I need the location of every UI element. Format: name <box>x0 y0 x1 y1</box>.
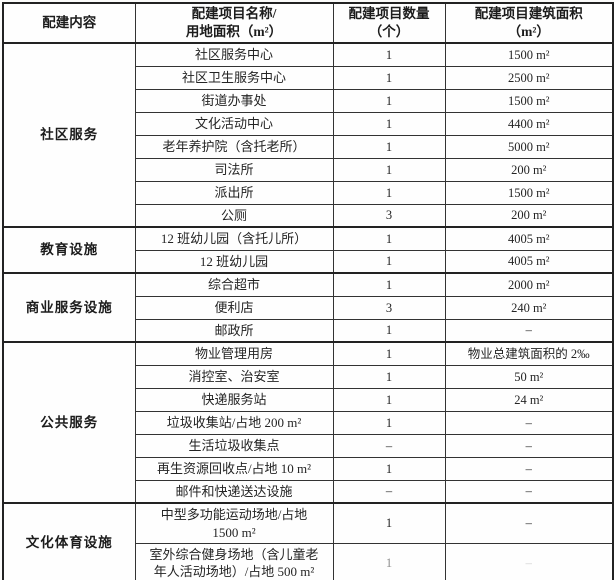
quantity-cell: – <box>332 479 446 504</box>
quantity-cell: 1 <box>332 226 446 251</box>
area-cell: 4005 m² <box>444 226 614 251</box>
quantity-cell: 3 <box>332 295 446 320</box>
area-cell: 物业总建筑面积的 2‰ <box>444 341 614 366</box>
area-cell: 5000 m² <box>444 134 614 159</box>
project-name-cell: 老年养护院（含托老所） <box>134 134 334 159</box>
project-name-cell: 公厕 <box>134 203 334 228</box>
quantity-cell: 3 <box>332 203 446 228</box>
group-label-cell: 社区服务 <box>2 42 136 228</box>
project-name-cell: 综合超市 <box>134 272 334 297</box>
table-row: 街道办事处 1 1500 m² <box>3 88 614 113</box>
area-cell: – <box>444 502 614 544</box>
quantity-cell: 1 <box>332 249 446 274</box>
area-cell: 200 m² <box>444 157 614 182</box>
area-cell: – <box>444 542 614 580</box>
header-row: 配建内容 配建项目名称/ 用地面积（m²） 配建项目数量 （个） 配建项目建筑面… <box>2 2 614 45</box>
project-name-cell: 派出所 <box>134 180 334 205</box>
area-cell: – <box>444 433 614 458</box>
quantity-cell: 1 <box>332 341 446 366</box>
quantity-cell: – <box>332 433 446 458</box>
area-cell: 2500 m² <box>444 65 614 90</box>
project-name-cell: 快递服务站 <box>134 387 334 412</box>
project-name-cell: 12 班幼儿园 <box>134 249 334 274</box>
table-row: 社区服务 社区服务中心 1 1500 m² <box>2 42 614 228</box>
project-name-cell: 中型多功能运动场地/占地 1500 m² <box>134 502 334 544</box>
project-name-cell: 生活垃圾收集点 <box>134 433 334 458</box>
project-name-cell: 12 班幼儿园（含托儿所） <box>134 226 334 251</box>
project-name-cell: 社区卫生服务中心 <box>134 65 334 90</box>
quantity-cell: 1 <box>332 318 446 343</box>
area-cell: 4400 m² <box>444 111 614 136</box>
table-row: 便利店 3 240 m² <box>3 295 614 320</box>
column-header-building-area: 配建项目建筑面积 （m²） <box>444 2 614 45</box>
table-row: 消控室、治安室 1 50 m² <box>3 364 614 389</box>
quantity-cell: 1 <box>332 42 446 67</box>
table-row: 社区卫生服务中心 1 2500 m² <box>3 65 614 90</box>
project-name-cell: 垃圾收集站/占地 200 m² <box>134 410 334 435</box>
column-header-project-name: 配建项目名称/ 用地面积（m²） <box>134 2 334 45</box>
area-cell: 1500 m² <box>444 42 614 67</box>
area-cell: 24 m² <box>444 387 614 412</box>
project-name-cell: 街道办事处 <box>134 88 334 113</box>
project-name-cell: 消控室、治安室 <box>134 364 334 389</box>
area-cell: – <box>444 479 614 504</box>
project-name-cell: 邮政所 <box>134 318 334 343</box>
area-cell: – <box>444 318 614 343</box>
table-row: 文化体育设施 中型多功能运动场地/占地 1500 m² 1– <box>2 502 614 580</box>
table-row: 快递服务站 1 24 m² <box>3 387 614 412</box>
area-cell: – <box>444 410 614 435</box>
quantity-cell: 1 <box>332 134 446 159</box>
table-row: 生活垃圾收集点 – – <box>3 433 614 458</box>
quantity-cell: 1 <box>332 111 446 136</box>
area-cell: – <box>444 456 614 481</box>
group-label-cell: 公共服务 <box>2 341 136 504</box>
area-cell: 1500 m² <box>444 88 614 113</box>
quantity-cell: 1 <box>332 272 446 297</box>
area-cell: 1500 m² <box>444 180 614 205</box>
table-body: 社区服务 社区服务中心 1 1500 m² 社区卫生服务中心 1 2500 m² 街道办事处 1… <box>2 42 614 580</box>
quantity-cell: 1 <box>332 410 446 435</box>
table-row: 公厕 3 200 m² <box>3 203 614 228</box>
quantity-cell: 1 <box>332 65 446 90</box>
area-cell: 2000 m² <box>444 272 614 297</box>
project-name-cell: 物业管理用房 <box>134 341 334 366</box>
column-header-content: 配建内容 <box>2 2 136 45</box>
project-name-cell: 室外综合健身场地（含儿童老 年人活动场地）/占地 500 m² <box>134 542 334 580</box>
quantity-cell: 1 <box>332 387 446 412</box>
group-label-cell: 商业服务设施 <box>2 272 136 343</box>
project-name-cell: 社区服务中心 <box>134 42 334 67</box>
table-row: 公共服务 物业管理用房 1 物业总建筑面积的 2‰ <box>2 341 614 504</box>
quantity-cell: 1 <box>332 180 446 205</box>
table-header: 配建内容 配建项目名称/ 用地面积（m²） 配建项目数量 （个） 配建项目建筑面… <box>2 2 614 45</box>
quantity-cell: 1 <box>332 502 446 544</box>
area-cell: 4005 m² <box>444 249 614 274</box>
project-name-cell: 再生资源回收点/占地 10 m² <box>134 456 334 481</box>
project-name-cell: 便利店 <box>134 295 334 320</box>
quantity-cell: 1 <box>332 157 446 182</box>
table-row: 室外综合健身场地（含儿童老 年人活动场地）/占地 500 m² 1– <box>3 542 614 580</box>
table-row: 再生资源回收点/占地 10 m² 1– <box>3 456 614 481</box>
group-label-cell: 文化体育设施 <box>2 502 136 580</box>
table-row: 邮政所 1– <box>3 318 614 343</box>
area-cell: 240 m² <box>444 295 614 320</box>
project-name-cell: 文化活动中心 <box>134 111 334 136</box>
quantity-cell: 1 <box>332 542 446 580</box>
table-row: 司法所 1 200 m² <box>3 157 614 182</box>
table-row: 文化活动中心 1 4400 m² <box>3 111 614 136</box>
group-label-cell: 教育设施 <box>2 226 136 274</box>
table-row: 教育设施 12 班幼儿园（含托儿所） 1 4005 m² <box>2 226 614 274</box>
table-row: 商业服务设施 综合超市 1 2000 m² <box>2 272 614 343</box>
table-row: 老年养护院（含托老所） 1 5000 m² <box>3 134 614 159</box>
project-name-cell: 邮件和快递送达设施 <box>134 479 334 504</box>
area-cell: 50 m² <box>444 364 614 389</box>
table-row: 垃圾收集站/占地 200 m² 1– <box>3 410 614 435</box>
project-name-cell: 司法所 <box>134 157 334 182</box>
area-cell: 200 m² <box>444 203 614 228</box>
quantity-cell: 1 <box>332 364 446 389</box>
quantity-cell: 1 <box>332 88 446 113</box>
column-header-quantity: 配建项目数量 （个） <box>332 2 446 45</box>
quantity-cell: 1 <box>332 456 446 481</box>
